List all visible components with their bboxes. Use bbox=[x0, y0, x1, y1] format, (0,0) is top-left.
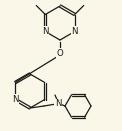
Text: N: N bbox=[71, 27, 78, 36]
Text: N: N bbox=[12, 95, 19, 104]
Text: N: N bbox=[42, 27, 49, 36]
Text: O: O bbox=[57, 48, 63, 58]
Text: N: N bbox=[55, 100, 61, 108]
